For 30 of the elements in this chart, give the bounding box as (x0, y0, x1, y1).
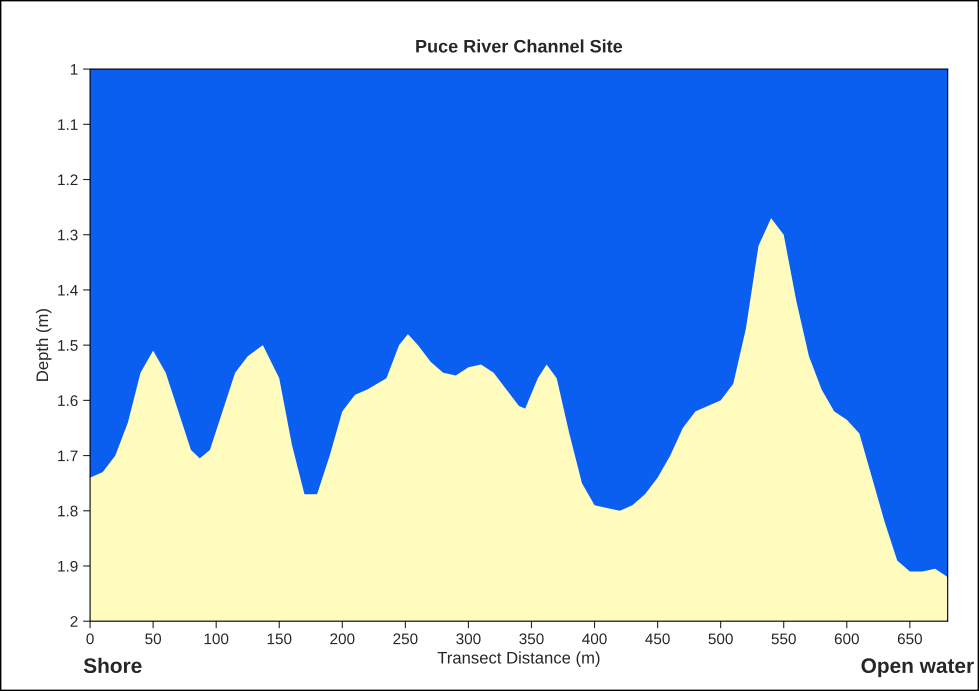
x-tick-label: 600 (834, 633, 859, 644)
x-axis-title: Transect Distance (m) (438, 651, 600, 667)
x-tick-label: 200 (330, 633, 354, 644)
y-axis-title: Depth (m) (36, 309, 52, 381)
y-tick-label: 1.9 (58, 560, 78, 572)
text: Open water (862, 658, 974, 678)
x-tick-label: 350 (519, 633, 544, 644)
y-tick-label: 2 (70, 616, 78, 627)
x-tick-label: 150 (268, 633, 292, 644)
x-tick-label: 100 (204, 633, 228, 644)
x-tick-label: 450 (645, 633, 670, 644)
x-tick-label: 550 (772, 633, 796, 644)
y-tick-label: 1.3 (58, 230, 78, 240)
y-tick-label: 1 (70, 64, 78, 75)
x-tick-label: 300 (456, 633, 481, 644)
chart-title: Puce River Channel Site (416, 39, 622, 53)
y-tick-label: 1.7 (58, 450, 78, 462)
y-tick-label: 1.6 (58, 395, 78, 406)
x-tick-label: 0 (86, 633, 94, 644)
text: Shore (84, 658, 142, 674)
y-tick-label: 1.2 (58, 174, 78, 186)
x-tick-label: 500 (708, 633, 733, 644)
y-tick-label: 1.5 (58, 340, 78, 351)
y-tick-label: 1.1 (58, 119, 78, 130)
x-tick-label: 50 (145, 633, 162, 644)
y-tick-label: 1.8 (58, 506, 78, 516)
x-tick-label: 250 (393, 633, 418, 644)
x-tick-label: 400 (582, 633, 607, 644)
y-tick-label: 1.4 (58, 284, 78, 296)
x-tick-label: 650 (898, 633, 922, 644)
